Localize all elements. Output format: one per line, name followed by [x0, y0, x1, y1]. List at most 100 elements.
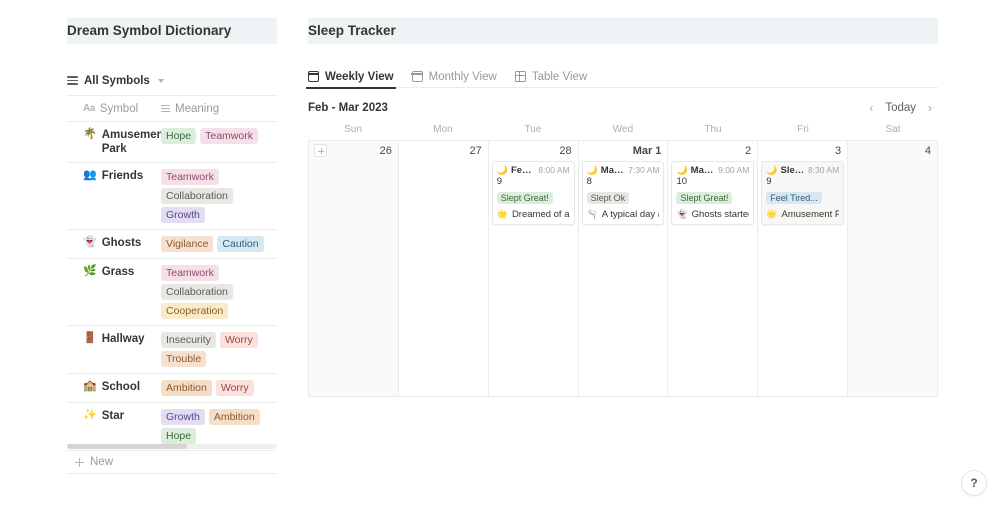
school-icon: 🏫 [83, 380, 97, 392]
meaning-tag[interactable]: Trouble [161, 351, 207, 367]
calendar-day-cell[interactable]: 4 [848, 141, 939, 397]
symbol-row[interactable]: 🏫 School Ambition Worry [67, 374, 277, 403]
meaning-tag[interactable]: Hope [161, 128, 197, 144]
calendar-icon [307, 71, 320, 82]
event-time: 9:00 AM [718, 165, 750, 175]
event-note-text: Dreamed of a ni [511, 209, 570, 220]
tab-weekly-view[interactable]: Weekly View [306, 66, 396, 89]
meaning-tag[interactable]: Collaboration [161, 284, 233, 300]
new-symbol-row-button[interactable]: New [67, 451, 277, 474]
meaning-tag[interactable]: Growth [161, 207, 205, 223]
meaning-tags-cell: Teamwork Collaboration Growth [161, 169, 277, 223]
event-header: 🌙Febr...8:00 AM [497, 165, 570, 176]
event-note: 🌟Amusement Par [766, 209, 839, 220]
note-emoji-icon: 🌟 [766, 209, 778, 219]
leaf-icon: 🌿 [83, 265, 97, 277]
multiselect-icon [161, 105, 170, 112]
symbol-name-cell: 🌿 Grass [67, 265, 161, 279]
symbol-name-label: Amusement Park [101, 129, 168, 155]
symbol-row[interactable]: 👥 Friends Teamwork Collaboration Growth [67, 163, 277, 230]
moon-icon: 🌙 [766, 165, 778, 175]
symbol-row[interactable]: 🚪 Hallway Insecurity Worry Trouble [67, 326, 277, 374]
column-header-meaning[interactable]: Meaning [161, 103, 219, 115]
symbol-row[interactable]: 🌴 Amusement Park Hope Teamwork [67, 122, 277, 163]
page-title-sleep-tracker: Sleep Tracker [308, 18, 938, 44]
meaning-tag[interactable]: Hope [161, 428, 197, 444]
column-header-symbol[interactable]: Aa Symbol [67, 103, 161, 115]
calendar-day-cell[interactable]: 27 [398, 141, 489, 397]
view-tabs: Weekly View Monthly View Table View [306, 66, 938, 89]
meaning-tag[interactable]: Teamwork [161, 265, 219, 281]
event-note: 🌟Dreamed of a ni [497, 209, 570, 220]
meaning-tag[interactable]: Cooperation [161, 303, 229, 319]
sleep-tracker-panel: Sleep Tracker Weekly View Monthly View Tab… [306, 18, 939, 397]
day-number: 28 [559, 145, 572, 157]
day-number: 26 [379, 145, 392, 157]
meaning-tag[interactable]: Ambition [208, 409, 260, 425]
event-title: Marc... [600, 165, 626, 176]
meaning-tag[interactable]: Insecurity [161, 332, 216, 348]
calendar-day-cell[interactable]: 26 [309, 141, 399, 397]
symbol-row[interactable]: 👻 Ghosts Vigilance Caution [67, 230, 277, 259]
plus-icon [75, 457, 84, 467]
event-title: Febr... [510, 165, 535, 176]
next-week-button[interactable]: › [928, 101, 932, 115]
meaning-tags-cell: Growth Ambition Hope [161, 409, 277, 444]
today-button[interactable]: Today [885, 102, 916, 114]
day-of-week-sat: Sat [885, 124, 901, 135]
meaning-tag[interactable]: Collaboration [161, 188, 233, 204]
event-time: 8:00 AM [538, 165, 570, 175]
tab-monthly-view[interactable]: Monthly View [411, 66, 497, 88]
event-header: 🌙Marc...7:30 AM [587, 165, 660, 176]
scrollbar-thumb[interactable] [67, 444, 187, 449]
day-number: 3 [835, 145, 842, 157]
meaning-tag[interactable]: Ambition [161, 380, 212, 396]
note-emoji-icon: 👻 [676, 209, 688, 219]
chevron-down-icon[interactable] [157, 78, 164, 83]
sleep-quality-badge: Slept Ok [586, 192, 630, 204]
help-button[interactable]: ? [961, 470, 987, 496]
event-note: 🫗 A typical day at [587, 209, 660, 220]
day-of-week-tue: Tue [524, 124, 542, 135]
moon-icon: 🌙 [586, 165, 598, 175]
view-selector-all-symbols[interactable]: All Symbols [67, 66, 277, 96]
event-time: 7:30 AM [628, 165, 660, 175]
event-note: 👻 Ghosts started [676, 209, 749, 220]
meaning-tag[interactable]: Worry [215, 380, 254, 396]
event-title-overflow: 10 [676, 176, 688, 187]
symbol-row[interactable]: ✨ Star Growth Ambition Hope [67, 403, 277, 451]
meaning-tags-cell: Insecurity Worry Trouble [161, 332, 277, 367]
event-note-text: Amusement Par [781, 209, 840, 220]
day-of-week-mon: Mon [433, 124, 453, 135]
meaning-tag[interactable]: Worry [219, 332, 258, 348]
symbol-name-label: Friends [101, 170, 144, 182]
day-number: 4 [924, 145, 932, 157]
meaning-tag[interactable]: Teamwork [161, 169, 219, 185]
symbol-name-label: Ghosts [101, 237, 142, 249]
list-icon [67, 76, 78, 85]
day-of-week-thu: Thu [704, 124, 722, 135]
meaning-tag[interactable]: Caution [217, 236, 264, 252]
sleep-quality-badge: Slept Great! [676, 192, 733, 204]
note-emoji-icon: 🫗 [586, 209, 598, 219]
meaning-tag[interactable]: Growth [161, 409, 205, 425]
horizontal-scrollbar[interactable] [67, 444, 277, 449]
symbol-row[interactable]: 🌿 Grass Teamwork Collaboration Cooperation [67, 259, 277, 326]
add-event-button[interactable] [314, 144, 327, 157]
month-range-label: Feb - Mar 2023 [308, 102, 388, 114]
tab-table-view[interactable]: Table View [514, 66, 587, 88]
event-note-text: Ghosts started [691, 209, 750, 220]
meaning-tag[interactable]: Teamwork [200, 128, 258, 144]
previous-week-button[interactable]: ‹ [869, 101, 874, 115]
meaning-tag[interactable]: Vigilance [161, 236, 214, 252]
symbol-name-label: Star [101, 410, 125, 422]
